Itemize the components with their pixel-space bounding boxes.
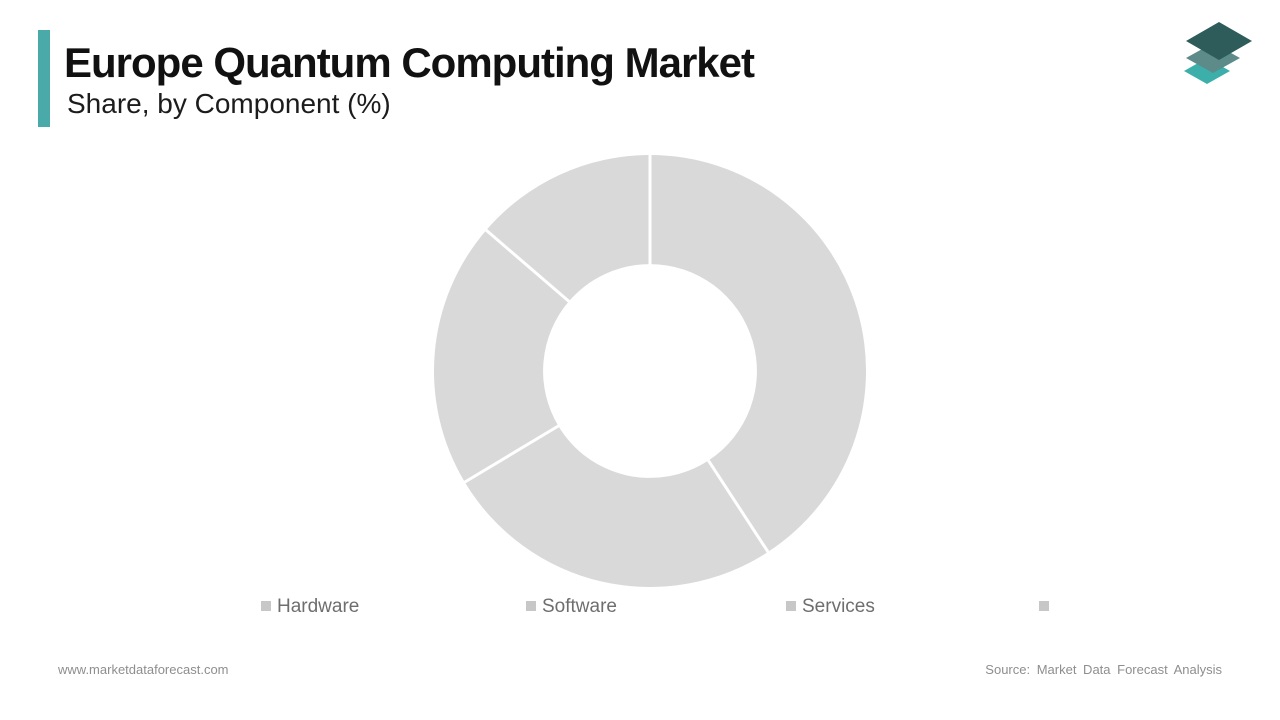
legend-label: Hardware bbox=[277, 595, 360, 617]
segment-divider bbox=[706, 458, 770, 554]
legend-item-unlabeled bbox=[1039, 595, 1055, 617]
page-subtitle: Share, by Component (%) bbox=[67, 88, 391, 119]
segment-divider bbox=[484, 228, 571, 304]
website-url: www.marketdataforecast.com bbox=[58, 662, 229, 677]
legend-marker-icon bbox=[261, 601, 271, 611]
page-title: Europe Quantum Computing Market bbox=[64, 39, 755, 86]
legend-item-hardware: Hardware bbox=[261, 595, 359, 617]
legend-label: Software bbox=[542, 595, 617, 617]
segment-divider bbox=[463, 424, 560, 484]
donut-chart bbox=[434, 155, 866, 587]
legend-marker-icon bbox=[1039, 601, 1049, 611]
source-credit: Source: Market Data Forecast Analysis bbox=[985, 662, 1222, 677]
logo-layer-top bbox=[1186, 22, 1252, 60]
legend-label: Services bbox=[802, 595, 875, 617]
legend-marker-icon bbox=[786, 601, 796, 611]
company-logo-icon bbox=[1184, 22, 1252, 84]
legend-item-services: Services bbox=[786, 595, 875, 617]
donut-segment-hardware bbox=[650, 155, 866, 552]
legend-item-software: Software bbox=[526, 595, 617, 617]
donut-segment-software bbox=[464, 426, 769, 587]
title-accent-bar bbox=[38, 30, 50, 127]
donut-segment-services bbox=[434, 230, 569, 483]
legend-marker-icon bbox=[526, 601, 536, 611]
